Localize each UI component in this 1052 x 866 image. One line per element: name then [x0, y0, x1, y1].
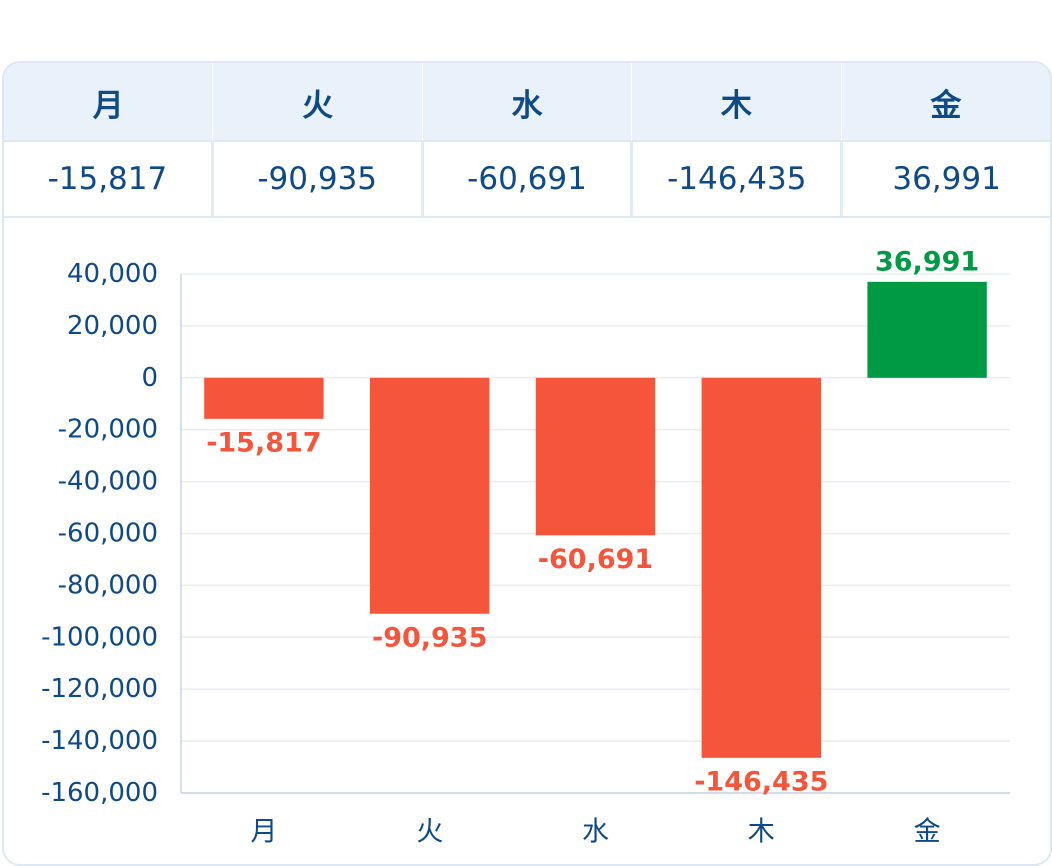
x-tick-label: 水 [582, 817, 609, 848]
y-tick-label: 20,000 [67, 311, 158, 341]
bar [204, 377, 324, 419]
data-label: -60,691 [538, 544, 653, 575]
data-label: 36,991 [875, 246, 979, 277]
y-tick-label: -120,000 [41, 674, 158, 704]
x-tick-label: 火 [416, 817, 443, 848]
table-value-cell: 36,991 [892, 161, 1001, 197]
y-tick-label: -80,000 [58, 570, 158, 600]
y-tick-label: -100,000 [41, 622, 158, 652]
y-tick-label: -60,000 [58, 519, 158, 549]
data-label: -146,435 [694, 766, 828, 797]
table-header-cell: 月 [4, 63, 214, 141]
table-header-cell: 木 [632, 63, 842, 141]
x-tick-label: 月 [250, 817, 277, 848]
table-header-row: 月 火 水 木 金 [4, 63, 1050, 141]
table-header-cell: 火 [213, 63, 423, 141]
data-label: -15,817 [206, 427, 321, 458]
table-value-cell: -15,817 [4, 142, 214, 216]
table-value-cell: -60,691 [424, 142, 634, 216]
table-value-cell: -90,935 [214, 142, 424, 216]
y-tick-label: -160,000 [41, 778, 158, 808]
y-tick-label: -140,000 [41, 726, 158, 756]
table-header-cell: 水 [423, 63, 633, 141]
y-tick-label: 40,000 [67, 259, 158, 289]
bar [535, 377, 656, 536]
chart-card: 月 火 水 木 金 -15,817 -90,935 -60,691 -146,4… [2, 61, 1052, 866]
y-tick-label: -20,000 [58, 415, 158, 445]
bar [867, 281, 987, 378]
data-label: -90,935 [372, 622, 487, 653]
table-value-cell: -146,435 [633, 142, 844, 216]
x-tick-label: 金 [914, 817, 941, 848]
bar [370, 377, 490, 614]
y-tick-label: 0 [141, 363, 158, 393]
y-tick-label: -40,000 [58, 467, 158, 497]
table-header-cell: 金 [930, 87, 962, 124]
bar [701, 377, 821, 758]
x-tick-label: 木 [748, 817, 775, 848]
table-value-row: -15,817 -90,935 -60,691 -146,435 36,991 [4, 140, 1050, 218]
